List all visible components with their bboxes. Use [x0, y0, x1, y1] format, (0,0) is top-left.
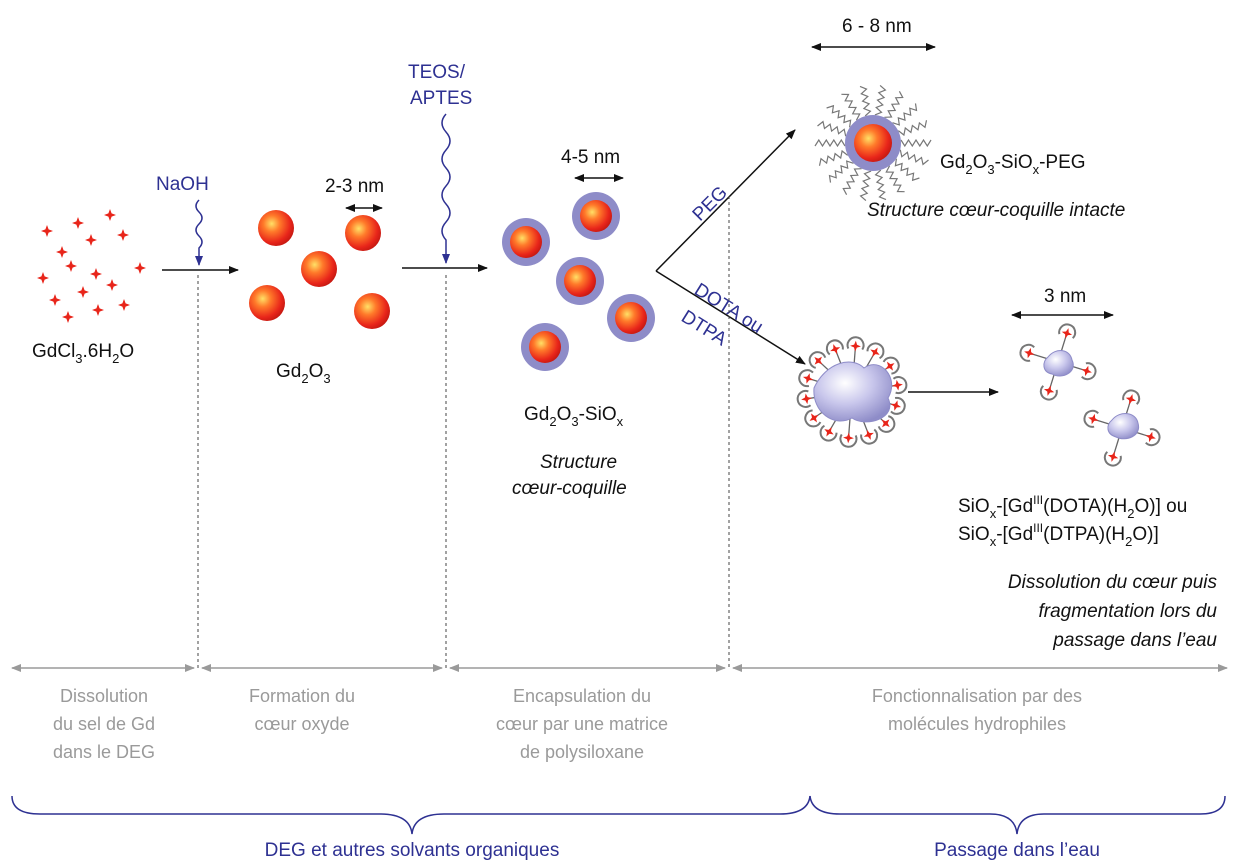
naoh-addition-arrow: [195, 199, 203, 266]
peg-size-label: 6 - 8 nm: [842, 16, 912, 37]
gd2o3-cores: [249, 210, 390, 329]
peg-particle: [814, 84, 932, 202]
svg-text:cœur oxyde: cœur oxyde: [254, 714, 349, 734]
siox-dota-label: SiOx-[GdIII(DOTA)(H2O)] ou: [958, 493, 1187, 521]
svg-text:cœur par une matrice: cœur par une matrice: [496, 714, 668, 734]
core-shell-desc-2: cœur-coquille: [512, 478, 627, 499]
svg-text:Formation du: Formation du: [249, 686, 355, 706]
core-shell-desc-1: Structure: [540, 452, 617, 473]
teos-label-2: APTES: [410, 88, 472, 109]
fragment-1: [1018, 322, 1097, 401]
dissolution-desc-1: Dissolution du cœur puis: [1008, 572, 1218, 593]
core-shell-particles: [502, 192, 655, 371]
peg-branch-arrow: [655, 129, 796, 272]
stage-1-label: Dissolution du sel de Gd dans le DEG: [53, 686, 155, 762]
stage-2-label: Formation du cœur oxyde: [249, 686, 355, 734]
dissolution-desc-3: passage dans l’eau: [1052, 630, 1217, 651]
teos-addition-arrow: [441, 113, 451, 264]
svg-text:Dissolution: Dissolution: [60, 686, 148, 706]
naoh-label: NaOH: [156, 174, 209, 195]
dissolution-desc-2: fragmentation lors du: [1039, 601, 1218, 622]
svg-text:de polysiloxane: de polysiloxane: [520, 742, 644, 762]
stage-4-label: Fonctionnalisation par des molécules hyd…: [872, 686, 1082, 734]
teos-label-1: TEOS/: [408, 62, 466, 83]
gd2o3-siox-peg-label: Gd2O3-SiOx-PEG: [940, 152, 1086, 177]
dota-branch-arrow: [655, 270, 806, 365]
organic-phase-brace: [11, 795, 811, 835]
svg-text:Fonctionnalisation par des: Fonctionnalisation par des: [872, 686, 1082, 706]
water-phase-brace: [809, 795, 1226, 835]
stage-separators: [197, 196, 730, 668]
gd2o3-size-label: 2-3 nm: [325, 176, 384, 197]
fragment-size-label: 3 nm: [1044, 286, 1086, 307]
gd-salt-particles: [37, 209, 146, 323]
gdcl3-label: GdCl3.6H2O: [32, 341, 134, 366]
core-shell-size-label: 4-5 nm: [561, 147, 620, 168]
peg-reagent-label: PEG: [689, 182, 732, 225]
gd2o3-label: Gd2O3: [276, 361, 331, 386]
svg-text:molécules hydrophiles: molécules hydrophiles: [888, 714, 1066, 734]
svg-text:dans le DEG: dans le DEG: [53, 742, 155, 762]
stage-3-label: Encapsulation du cœur par une matrice de…: [496, 686, 668, 762]
siox-dtpa-label: SiOx-[GdIII(DTPA)(H2O)]: [958, 521, 1159, 549]
dota-particle: [796, 337, 907, 448]
svg-text:Encapsulation du: Encapsulation du: [513, 686, 651, 706]
peg-intact-desc: Structure cœur-coquille intacte: [867, 200, 1125, 221]
svg-text:du sel de Gd: du sel de Gd: [53, 714, 155, 734]
organic-phase-label: DEG et autres solvants organiques: [265, 840, 560, 861]
gd2o3-siox-label: Gd2O3-SiOx: [524, 404, 624, 429]
fragment-2: [1082, 388, 1161, 467]
water-phase-label: Passage dans l’eau: [934, 840, 1100, 861]
